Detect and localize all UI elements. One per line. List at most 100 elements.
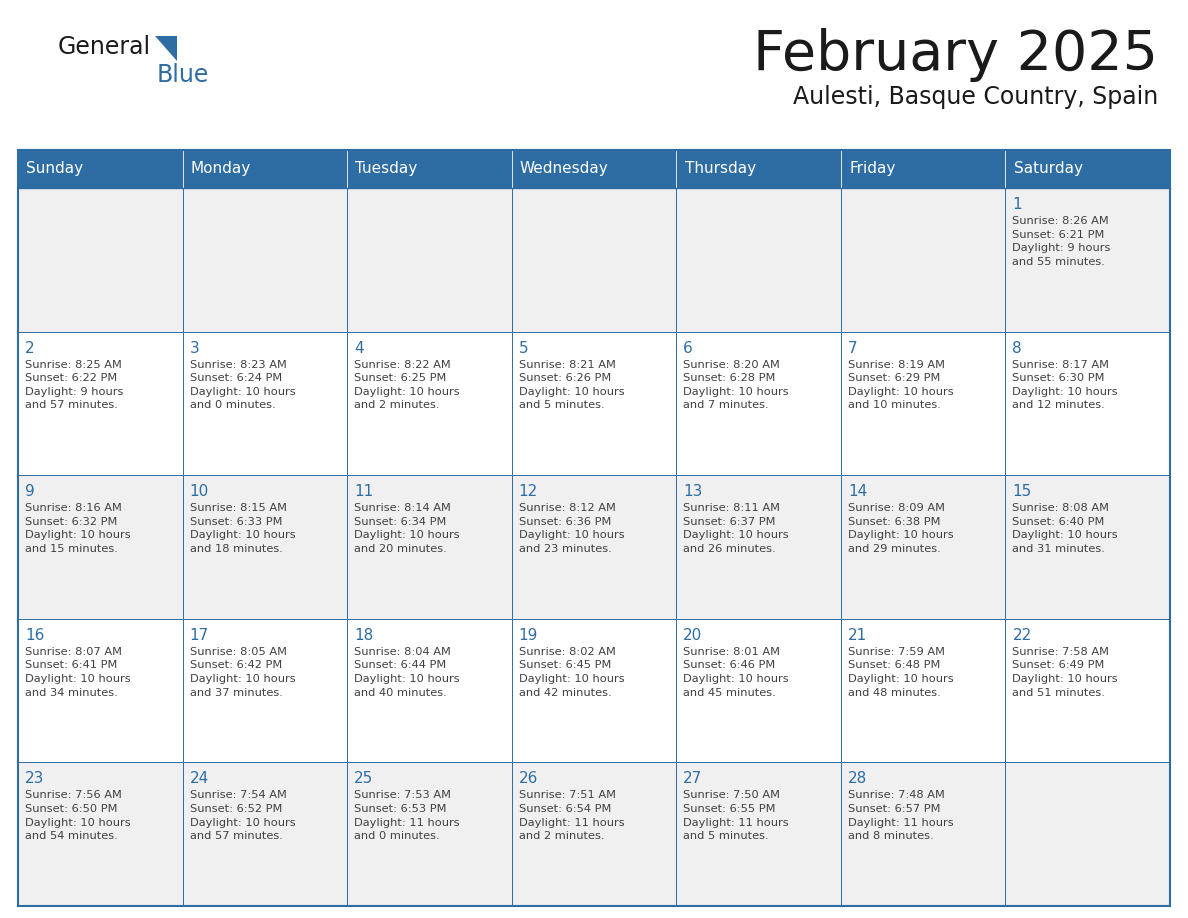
Text: Thursday: Thursday (684, 162, 756, 176)
Text: 10: 10 (190, 484, 209, 499)
Text: Sunrise: 8:21 AM
Sunset: 6:26 PM
Daylight: 10 hours
and 5 minutes.: Sunrise: 8:21 AM Sunset: 6:26 PM Dayligh… (519, 360, 625, 410)
Bar (183, 331, 347, 476)
Text: Sunrise: 7:58 AM
Sunset: 6:49 PM
Daylight: 10 hours
and 51 minutes.: Sunrise: 7:58 AM Sunset: 6:49 PM Dayligh… (1012, 647, 1118, 698)
Text: 24: 24 (190, 771, 209, 787)
Text: Friday: Friday (849, 162, 896, 176)
Bar (512, 188, 676, 331)
Bar (841, 476, 1005, 619)
Text: 15: 15 (1012, 484, 1031, 499)
Bar (841, 150, 1005, 188)
Bar (1005, 763, 1170, 906)
Text: 8: 8 (1012, 341, 1022, 355)
Text: 11: 11 (354, 484, 373, 499)
Text: 26: 26 (519, 771, 538, 787)
Bar (1005, 476, 1170, 619)
Bar (18, 188, 183, 331)
Bar (676, 763, 841, 906)
Bar (183, 188, 347, 331)
Text: Sunrise: 8:07 AM
Sunset: 6:41 PM
Daylight: 10 hours
and 34 minutes.: Sunrise: 8:07 AM Sunset: 6:41 PM Dayligh… (25, 647, 131, 698)
Bar (18, 619, 183, 763)
Text: 13: 13 (683, 484, 702, 499)
Text: Saturday: Saturday (1013, 162, 1082, 176)
Text: 19: 19 (519, 628, 538, 643)
Text: 7: 7 (848, 341, 858, 355)
Bar (18, 331, 183, 476)
Bar (512, 150, 676, 188)
Text: Sunrise: 8:22 AM
Sunset: 6:25 PM
Daylight: 10 hours
and 2 minutes.: Sunrise: 8:22 AM Sunset: 6:25 PM Dayligh… (354, 360, 460, 410)
Text: 14: 14 (848, 484, 867, 499)
Bar (676, 188, 841, 331)
Text: 1: 1 (1012, 197, 1022, 212)
Text: Sunrise: 7:51 AM
Sunset: 6:54 PM
Daylight: 11 hours
and 2 minutes.: Sunrise: 7:51 AM Sunset: 6:54 PM Dayligh… (519, 790, 625, 841)
Text: Sunrise: 8:19 AM
Sunset: 6:29 PM
Daylight: 10 hours
and 10 minutes.: Sunrise: 8:19 AM Sunset: 6:29 PM Dayligh… (848, 360, 954, 410)
Text: Sunrise: 8:02 AM
Sunset: 6:45 PM
Daylight: 10 hours
and 42 minutes.: Sunrise: 8:02 AM Sunset: 6:45 PM Dayligh… (519, 647, 625, 698)
Bar (841, 188, 1005, 331)
Bar (347, 188, 512, 331)
Text: Sunrise: 8:14 AM
Sunset: 6:34 PM
Daylight: 10 hours
and 20 minutes.: Sunrise: 8:14 AM Sunset: 6:34 PM Dayligh… (354, 503, 460, 554)
Text: Sunday: Sunday (26, 162, 83, 176)
Text: 4: 4 (354, 341, 364, 355)
Bar (1005, 331, 1170, 476)
Text: Sunrise: 7:54 AM
Sunset: 6:52 PM
Daylight: 10 hours
and 57 minutes.: Sunrise: 7:54 AM Sunset: 6:52 PM Dayligh… (190, 790, 295, 841)
Bar (676, 619, 841, 763)
Bar (347, 763, 512, 906)
Bar (183, 763, 347, 906)
Text: Sunrise: 8:26 AM
Sunset: 6:21 PM
Daylight: 9 hours
and 55 minutes.: Sunrise: 8:26 AM Sunset: 6:21 PM Dayligh… (1012, 216, 1111, 267)
Text: 25: 25 (354, 771, 373, 787)
Text: Wednesday: Wednesday (520, 162, 608, 176)
Bar (1005, 619, 1170, 763)
Text: Sunrise: 8:16 AM
Sunset: 6:32 PM
Daylight: 10 hours
and 15 minutes.: Sunrise: 8:16 AM Sunset: 6:32 PM Dayligh… (25, 503, 131, 554)
Text: Tuesday: Tuesday (355, 162, 418, 176)
Text: 16: 16 (25, 628, 44, 643)
Text: Sunrise: 8:04 AM
Sunset: 6:44 PM
Daylight: 10 hours
and 40 minutes.: Sunrise: 8:04 AM Sunset: 6:44 PM Dayligh… (354, 647, 460, 698)
Text: 5: 5 (519, 341, 529, 355)
Text: Sunrise: 8:25 AM
Sunset: 6:22 PM
Daylight: 9 hours
and 57 minutes.: Sunrise: 8:25 AM Sunset: 6:22 PM Dayligh… (25, 360, 124, 410)
Bar (841, 331, 1005, 476)
Text: 9: 9 (25, 484, 34, 499)
Text: 20: 20 (683, 628, 702, 643)
Text: Sunrise: 8:20 AM
Sunset: 6:28 PM
Daylight: 10 hours
and 7 minutes.: Sunrise: 8:20 AM Sunset: 6:28 PM Dayligh… (683, 360, 789, 410)
Text: 27: 27 (683, 771, 702, 787)
Bar (841, 619, 1005, 763)
Text: Sunrise: 8:09 AM
Sunset: 6:38 PM
Daylight: 10 hours
and 29 minutes.: Sunrise: 8:09 AM Sunset: 6:38 PM Dayligh… (848, 503, 954, 554)
Text: 18: 18 (354, 628, 373, 643)
Bar (347, 619, 512, 763)
Bar (1005, 188, 1170, 331)
Text: 3: 3 (190, 341, 200, 355)
Text: Sunrise: 7:48 AM
Sunset: 6:57 PM
Daylight: 11 hours
and 8 minutes.: Sunrise: 7:48 AM Sunset: 6:57 PM Dayligh… (848, 790, 954, 841)
Bar (183, 476, 347, 619)
Text: Aulesti, Basque Country, Spain: Aulesti, Basque Country, Spain (792, 85, 1158, 109)
Text: February 2025: February 2025 (753, 28, 1158, 82)
Bar (676, 476, 841, 619)
Text: Sunrise: 8:11 AM
Sunset: 6:37 PM
Daylight: 10 hours
and 26 minutes.: Sunrise: 8:11 AM Sunset: 6:37 PM Dayligh… (683, 503, 789, 554)
Text: Sunrise: 8:08 AM
Sunset: 6:40 PM
Daylight: 10 hours
and 31 minutes.: Sunrise: 8:08 AM Sunset: 6:40 PM Dayligh… (1012, 503, 1118, 554)
Text: 12: 12 (519, 484, 538, 499)
Text: 6: 6 (683, 341, 693, 355)
Text: Sunrise: 8:12 AM
Sunset: 6:36 PM
Daylight: 10 hours
and 23 minutes.: Sunrise: 8:12 AM Sunset: 6:36 PM Dayligh… (519, 503, 625, 554)
Polygon shape (154, 36, 177, 61)
Bar (183, 150, 347, 188)
Bar (347, 331, 512, 476)
Text: Sunrise: 7:53 AM
Sunset: 6:53 PM
Daylight: 11 hours
and 0 minutes.: Sunrise: 7:53 AM Sunset: 6:53 PM Dayligh… (354, 790, 460, 841)
Text: 2: 2 (25, 341, 34, 355)
Bar (1005, 150, 1170, 188)
Bar (512, 763, 676, 906)
Text: Sunrise: 7:56 AM
Sunset: 6:50 PM
Daylight: 10 hours
and 54 minutes.: Sunrise: 7:56 AM Sunset: 6:50 PM Dayligh… (25, 790, 131, 841)
Text: 21: 21 (848, 628, 867, 643)
Text: 28: 28 (848, 771, 867, 787)
Bar (512, 331, 676, 476)
Bar (347, 476, 512, 619)
Text: Sunrise: 7:50 AM
Sunset: 6:55 PM
Daylight: 11 hours
and 5 minutes.: Sunrise: 7:50 AM Sunset: 6:55 PM Dayligh… (683, 790, 789, 841)
Text: Sunrise: 7:59 AM
Sunset: 6:48 PM
Daylight: 10 hours
and 48 minutes.: Sunrise: 7:59 AM Sunset: 6:48 PM Dayligh… (848, 647, 954, 698)
Bar (18, 150, 183, 188)
Bar (18, 150, 1170, 906)
Bar (18, 763, 183, 906)
Bar (512, 619, 676, 763)
Bar (512, 476, 676, 619)
Text: Blue: Blue (157, 63, 209, 87)
Text: 23: 23 (25, 771, 44, 787)
Text: Sunrise: 8:01 AM
Sunset: 6:46 PM
Daylight: 10 hours
and 45 minutes.: Sunrise: 8:01 AM Sunset: 6:46 PM Dayligh… (683, 647, 789, 698)
Bar (183, 619, 347, 763)
Bar (676, 150, 841, 188)
Text: 22: 22 (1012, 628, 1031, 643)
